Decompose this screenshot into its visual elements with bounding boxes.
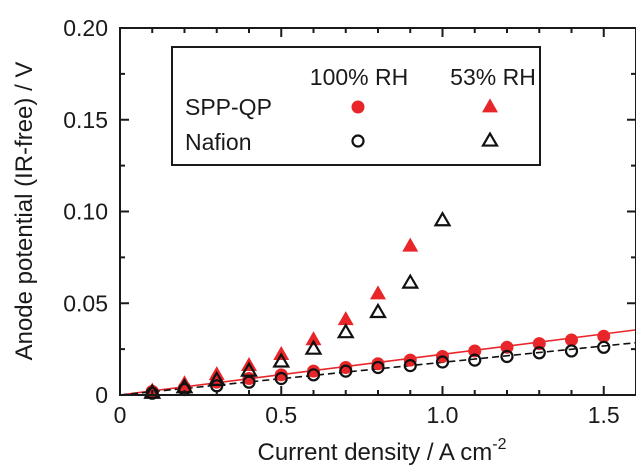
legend-label-nafion: Nafion bbox=[185, 129, 251, 155]
data-markers bbox=[143, 211, 611, 400]
spp-qp-100-rh-point bbox=[565, 333, 578, 347]
nafion-53-rh-point bbox=[433, 211, 452, 227]
nafion-53-rh-point bbox=[240, 361, 258, 377]
nafion-100-rh-point bbox=[403, 359, 417, 373]
x-axis-title-superscript: -2 bbox=[492, 436, 506, 453]
y-tick-labels: 0 0.05 0.10 0.15 0.20 bbox=[63, 15, 108, 408]
y-axis-title: Anode potential (IR-free) / V bbox=[11, 62, 38, 361]
legend-marker-nafion-100-rh bbox=[351, 134, 365, 148]
spp-qp-53-rh-point bbox=[402, 237, 419, 252]
legend-marker-spp-qp-100-rh bbox=[351, 100, 365, 114]
legend-markers bbox=[351, 98, 499, 148]
legend-marker-spp-qp-53-rh bbox=[482, 98, 498, 113]
legend-header-100rh: 100% RH bbox=[310, 64, 408, 90]
y-tick-label: 0 bbox=[95, 382, 108, 408]
spp-qp-100-rh-point bbox=[371, 357, 385, 371]
spp-qp-53-rh-point bbox=[370, 285, 386, 300]
nafion-53-rh-point bbox=[207, 370, 226, 386]
x-tick-labels: 0 0.5 1.0 1.5 bbox=[114, 402, 620, 428]
nafion-100-rh-point bbox=[274, 371, 288, 386]
nafion-100-rh-point bbox=[597, 340, 611, 354]
spp-qp-53-rh-point bbox=[305, 331, 322, 346]
legend-header-53rh: 53% RH bbox=[450, 64, 536, 90]
spp-qp-53-rh-point bbox=[337, 311, 354, 326]
spp-qp-100-rh-point bbox=[274, 368, 288, 382]
legend: 100% RH 53% RH SPP-QP Nafion bbox=[171, 46, 541, 166]
nafion-100-rh-point bbox=[468, 353, 482, 367]
legend-label-spp-qp: SPP-QP bbox=[185, 94, 272, 120]
nafion-100-rh-point bbox=[339, 364, 353, 378]
axis-ticks bbox=[119, 27, 636, 396]
spp-qp-100-rh-point bbox=[468, 344, 482, 358]
x-axis-title-text: Current density / A cm bbox=[258, 439, 493, 466]
nafion-100-rh-point bbox=[532, 346, 546, 360]
nafion-100-rh-point bbox=[500, 349, 514, 364]
y-tick-label: 0.15 bbox=[63, 107, 108, 133]
nafion-53-rh-point bbox=[401, 273, 420, 289]
spp-qp-100-rh-point bbox=[597, 329, 611, 343]
nafion-100-rh-point bbox=[371, 360, 385, 375]
nafion-53-rh-point bbox=[369, 302, 387, 319]
nafion-100-rh-point bbox=[435, 355, 450, 369]
nafion-100-rh-point bbox=[564, 344, 579, 358]
nafion-53-rh-point bbox=[304, 339, 323, 355]
spp-qp-100-rh-point bbox=[307, 364, 320, 378]
x-axis-title: Current density / A cm-2 bbox=[258, 436, 507, 466]
nafion-53-rh-point bbox=[143, 383, 162, 399]
nafion-53-rh-point bbox=[336, 322, 355, 339]
spp-qp-100-rh-point bbox=[500, 340, 514, 354]
nafion-53-rh-point bbox=[272, 352, 291, 368]
x-tick-label: 0 bbox=[114, 402, 127, 428]
legend-marker-nafion-53-rh bbox=[481, 131, 499, 147]
x-tick-label: 1.0 bbox=[427, 402, 459, 428]
y-tick-label: 0.20 bbox=[63, 15, 108, 41]
spp-qp-100-rh-point bbox=[339, 360, 353, 374]
nafion-100-rh-point bbox=[306, 368, 321, 382]
x-tick-label: 0.5 bbox=[265, 402, 297, 428]
y-tick-label: 0.05 bbox=[63, 290, 108, 316]
x-tick-label: 1.5 bbox=[588, 402, 620, 428]
spp-qp-100-rh-point bbox=[532, 337, 546, 351]
y-tick-label: 0.10 bbox=[63, 199, 108, 225]
